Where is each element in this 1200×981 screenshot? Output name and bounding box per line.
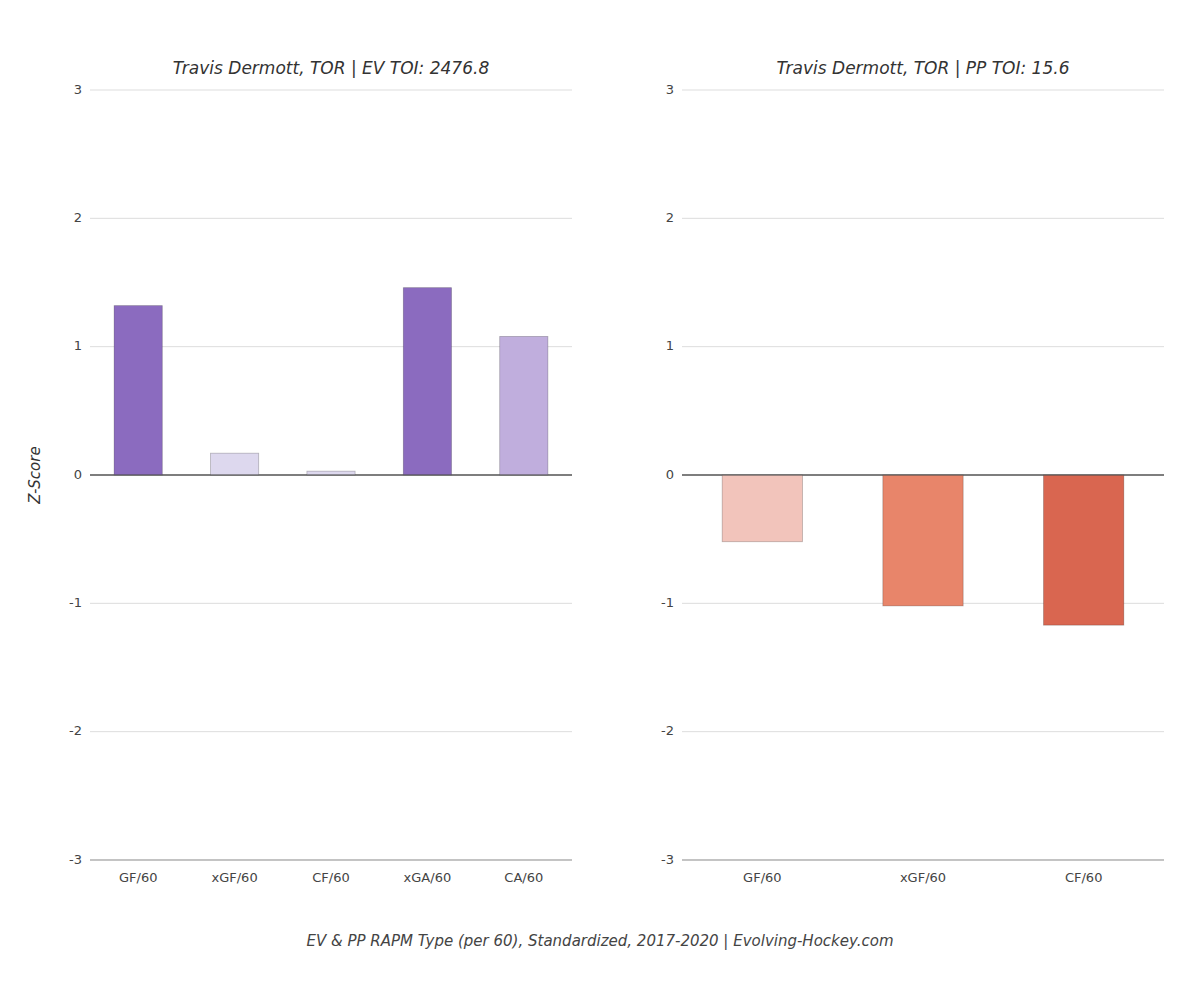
chart-root: -3 -2 -1 0 1 2 3 GF/60 xGF/60 CF/60 xGA/60 CA/60 Tra… [0,0,1200,981]
title: Travis Dermott, TOR | PP TOI: 15.6 [777,58,1070,78]
x-tick-label: xGA/60 [404,870,452,885]
bars [722,475,1124,625]
y-tick-label: -3 [661,852,674,867]
x-tick-label: GF/60 [119,870,157,885]
y-tick-label: 1 [74,338,82,353]
grid-line [90,603,572,604]
bar [114,306,162,475]
zero-line [90,474,572,475]
y-tick-label: 1 [666,338,674,353]
bar [722,475,802,542]
grid-line [90,731,572,732]
bar [500,336,548,475]
y-tick-label: 2 [74,210,82,225]
zero-line [682,474,1164,475]
x-tick-label: GF/60 [743,870,781,885]
bar [403,288,451,475]
panel: -3 -2 -1 0 1 2 3 GF/60 xGF/60 CF/60 xGA/60 CA/60 Tra… [26,58,572,885]
x-tick-label: CA/60 [504,870,543,885]
zero-line [682,474,1164,475]
bar [211,453,259,475]
grid-line [682,90,1164,91]
grid-line [90,90,572,91]
y-tick-label: -3 [69,852,82,867]
panel: -3 -2 -1 0 1 2 3 GF/60 xGF/60 CF/60 Travis Dermott… [661,58,1164,885]
bar [883,475,963,606]
bars [114,288,548,475]
x-tick-label: CF/60 [1065,870,1102,885]
grid-line [682,860,1164,861]
y-tick-label: -1 [69,595,82,610]
title: Travis Dermott, TOR | EV TOI: 2476.8 [173,58,490,78]
grid-line [682,218,1164,219]
y-tick-label: -2 [69,723,82,738]
y-axis-label: Z-Score [26,446,44,504]
grid-line [682,346,1164,347]
footer: EV & PP RAPM Type (per 60), Standardized… [306,932,893,950]
x-axis-line [682,860,1164,861]
grid-line [90,860,572,861]
grid-line [682,731,1164,732]
y-tick-label: 3 [74,82,82,97]
y-tick-label: -1 [661,595,674,610]
grid-line [90,218,572,219]
zero-line [90,474,572,475]
y-tick-label: 0 [666,467,674,482]
y-tick-label: -2 [661,723,674,738]
y-tick-label: 2 [666,210,674,225]
x-tick-label: xGF/60 [900,870,946,885]
x-axis-line [90,860,572,861]
x-tick-label: xGF/60 [212,870,258,885]
y-tick-label: 0 [74,467,82,482]
x-tick-label: CF/60 [312,870,349,885]
y-tick-label: 3 [666,82,674,97]
bar [1044,475,1124,625]
